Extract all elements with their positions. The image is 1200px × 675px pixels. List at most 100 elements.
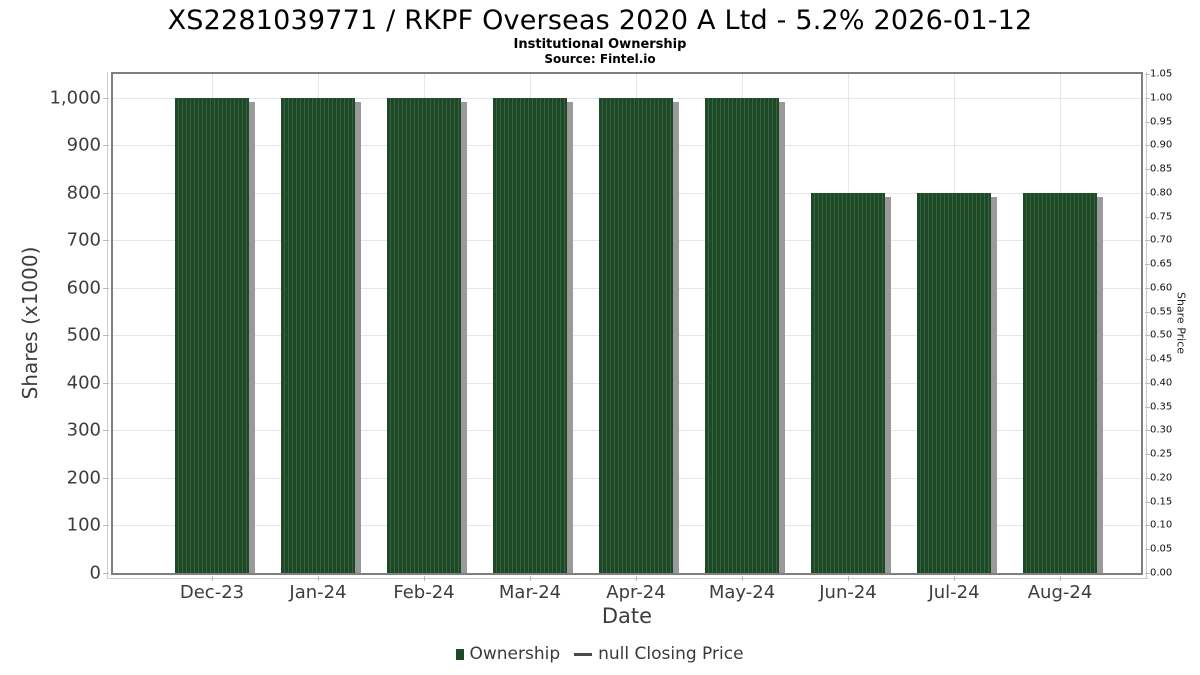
y-left-tickmark — [103, 382, 109, 384]
y-right-tickmark — [1145, 501, 1150, 503]
y-axis-label-left: Shares (x1000) — [18, 246, 42, 400]
chart-source: Source: Fintel.io — [544, 52, 656, 66]
x-tickmark — [636, 576, 637, 581]
y-left-tick-label: 900 — [66, 134, 101, 156]
y-right-tick-label: 0.80 — [1150, 187, 1173, 199]
bar-dec-23 — [175, 97, 249, 573]
y-right-tick-label: 0.05 — [1150, 543, 1173, 555]
y-right-tickmark — [1145, 382, 1150, 384]
x-tick-label-jun-24: Jun-24 — [819, 582, 877, 603]
y-right-tick-label: 0.75 — [1150, 211, 1173, 223]
x-tickmark — [848, 576, 849, 581]
x-tick-label-aug-24: Aug-24 — [1027, 582, 1093, 603]
legend-item-ownership: Ownership — [456, 644, 560, 664]
y-right-tickmark — [1145, 525, 1150, 527]
plot-area: 0 100 200 300 400 500 600 700 800 900 1,000 0.00 0.0… — [49, 69, 1172, 604]
y-left-tick-label: 800 — [66, 182, 101, 204]
y-right-tick-label: 0.20 — [1150, 472, 1173, 484]
bar-aug-24 — [1023, 192, 1097, 573]
y-right-tick-label: 0.90 — [1150, 139, 1173, 151]
y-left-tickmark — [103, 477, 109, 479]
closing-price-line-marker-icon — [574, 652, 593, 656]
x-tickmark — [212, 576, 213, 581]
y-left-tickmark — [103, 287, 109, 289]
y-right-tickmark — [1145, 240, 1150, 242]
legend: Ownership null Closing Price — [0, 644, 1200, 664]
y-axis-spine-left — [107, 72, 108, 579]
y-right-tick-label: 0.95 — [1150, 116, 1173, 128]
y-left-tick-label: 300 — [66, 419, 101, 441]
bar-mar-24 — [493, 97, 567, 573]
y-left-tickmark — [103, 573, 109, 574]
y-right-tick-label: 0.00 — [1150, 567, 1173, 579]
y-axis-label-right: Share Price — [1174, 291, 1188, 355]
bar-may-24 — [705, 97, 779, 573]
x-tickmark — [530, 576, 531, 581]
x-tick-label-dec-23: Dec-23 — [179, 582, 245, 603]
x-axis-spine — [107, 578, 1148, 579]
y-right-tick-label: 0.15 — [1150, 496, 1173, 508]
y-left-tickmark — [103, 97, 109, 99]
y-right-tick-label: 1.00 — [1150, 92, 1173, 104]
y-right-tickmark — [1145, 311, 1150, 313]
x-tickmark — [954, 576, 955, 581]
y-left-tick-label: 0 — [89, 562, 101, 584]
y-right-tickmark — [1145, 216, 1150, 218]
y-right-tick-label: 0.50 — [1150, 329, 1173, 341]
y-right-tickmark — [1145, 145, 1150, 147]
x-axis-label: Date — [601, 604, 653, 628]
y-right-tickmark — [1145, 406, 1150, 408]
x-tick-label-may-24: May-24 — [708, 582, 776, 603]
y-left-tickmark — [103, 240, 109, 242]
y-right-tick-label: 0.60 — [1150, 282, 1173, 294]
y-right-tick-label: 0.45 — [1150, 353, 1173, 365]
legend-item-closing-price: null Closing Price — [560, 644, 744, 664]
y-right-tickmark — [1145, 430, 1150, 432]
y-right-tickmark — [1145, 169, 1150, 171]
y-left-tick-label: 400 — [66, 372, 101, 394]
y-left-tickmark — [103, 525, 109, 527]
bar-feb-24 — [387, 97, 461, 573]
y-right-tickmark — [1145, 477, 1150, 479]
y-right-tickmark — [1145, 121, 1150, 123]
y-left-tick-label: 100 — [66, 514, 101, 536]
x-tick-label-mar-24: Mar-24 — [498, 582, 562, 603]
y-left-tickmark — [103, 192, 109, 194]
y-right-tick-label: 0.70 — [1150, 234, 1173, 246]
y-left-tick-label: 700 — [66, 229, 101, 251]
y-axis-spine-right — [1146, 72, 1147, 579]
y-left-tickmark — [103, 335, 109, 337]
y-right-tick-label: 0.85 — [1150, 163, 1173, 175]
y-left-tick-label: 600 — [66, 277, 101, 299]
legend-label-ownership: Ownership — [469, 644, 561, 664]
y-right-tickmark — [1145, 192, 1150, 194]
y-right-tick-label: 1.05 — [1150, 68, 1173, 80]
legend-label-closing-price: null Closing Price — [598, 644, 744, 664]
y-right-tickmark — [1145, 549, 1150, 551]
y-right-tick-label: 0.35 — [1150, 401, 1173, 413]
y-right-tick-label: 0.65 — [1150, 258, 1173, 270]
y-right-tick-label: 0.25 — [1150, 448, 1173, 460]
y-right-tick-label: 0.30 — [1150, 424, 1173, 436]
bar-jun-24 — [811, 192, 885, 573]
y-left-tick-label: 200 — [66, 467, 101, 489]
y-left-tickmark — [103, 145, 109, 147]
x-tick-label-feb-24: Feb-24 — [393, 582, 455, 603]
x-tick-label-apr-24: Apr-24 — [606, 582, 666, 603]
bar-apr-24 — [599, 97, 673, 573]
x-tick-label-jul-24: Jul-24 — [928, 582, 980, 603]
ownership-square-marker-icon — [456, 648, 465, 660]
x-tickmark — [1060, 576, 1061, 581]
x-tickmark — [742, 576, 743, 581]
chart-title: XS2281039771 / RKPF Overseas 2020 A Ltd … — [167, 5, 1033, 36]
y-left-tick-label: 500 — [66, 324, 101, 346]
y-right-tickmark — [1145, 359, 1150, 361]
x-tick-label-jan-24: Jan-24 — [289, 582, 347, 603]
y-right-tickmark — [1145, 97, 1150, 99]
plot-clip-region — [113, 74, 1141, 573]
chart-subtitle: Institutional Ownership — [513, 37, 687, 52]
y-right-tickmark — [1145, 335, 1150, 337]
y-right-tick-label: 0.10 — [1150, 519, 1173, 531]
y-right-tick-label: 0.55 — [1150, 306, 1173, 318]
